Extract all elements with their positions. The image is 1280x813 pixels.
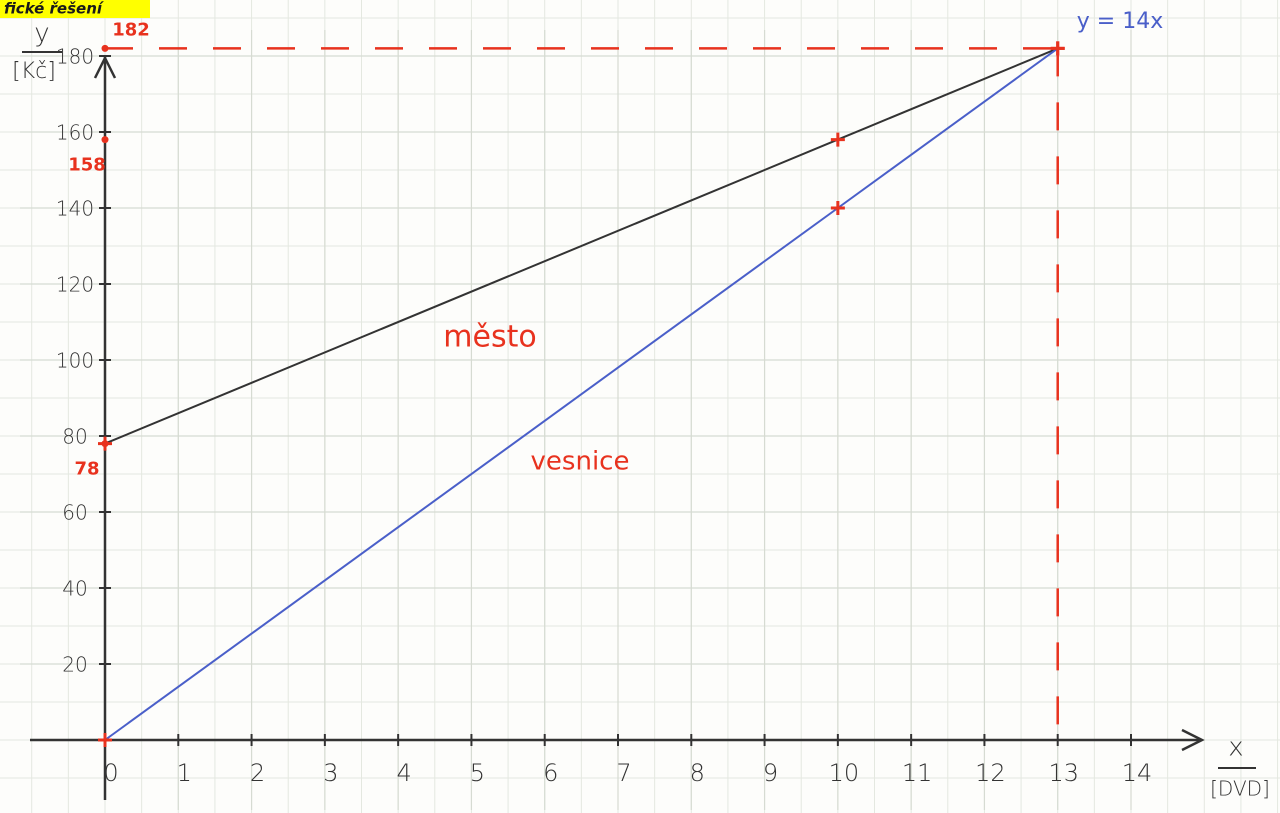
y-tick-label: 120 <box>56 273 94 297</box>
y-tick-label: 40 <box>62 577 87 601</box>
x-tick-label: 11 <box>902 759 933 787</box>
x-tick-label: 12 <box>975 759 1006 787</box>
y-tick-label: 100 <box>56 349 94 373</box>
equation-label: y = 14x <box>1077 9 1163 34</box>
y-mark-label: 78 <box>74 459 99 480</box>
chart-title: fické řešení <box>4 0 105 18</box>
x-tick-label: 6 <box>543 759 558 787</box>
x-tick-label: 9 <box>763 759 778 787</box>
x-tick-label: 10 <box>829 759 860 787</box>
y-tick-label: 80 <box>62 425 87 449</box>
y-tick-label: 180 <box>56 45 94 69</box>
x-tick-label: 3 <box>323 759 338 787</box>
y-tick-label: 20 <box>62 653 87 677</box>
x-tick-label: 4 <box>397 759 412 787</box>
x-axis-unit: [DVD] <box>1210 777 1270 801</box>
y-mark-label: 158 <box>68 155 106 176</box>
y-axis-unit: [Kč] <box>12 59 56 84</box>
series-label: město <box>443 320 536 355</box>
series-label: vesnice <box>531 447 630 477</box>
point-mark <box>831 133 845 147</box>
y-tick-label: 60 <box>62 501 87 525</box>
x-tick-label: 5 <box>470 759 485 787</box>
y-mark <box>102 440 109 447</box>
x-tick-label: 1 <box>177 759 192 787</box>
y-mark-label: 182 <box>112 19 150 40</box>
y-mark <box>102 45 109 52</box>
x-tick-label: 2 <box>250 759 265 787</box>
point-mark <box>98 733 112 747</box>
y-mark <box>102 136 109 143</box>
x-tick-label: 8 <box>690 759 705 787</box>
x-tick-label: 7 <box>616 759 631 787</box>
x-tick-label: 13 <box>1048 759 1079 787</box>
y-axis-label: y <box>34 19 49 49</box>
y-tick-label: 140 <box>56 197 94 221</box>
y-tick-label: 160 <box>56 121 94 145</box>
chart: fické řešení y [Kč] x [DVD] 20 40 60 80 100 1… <box>0 0 1280 813</box>
x-axis-label: x <box>1228 733 1243 763</box>
x-tick-label: 14 <box>1122 759 1153 787</box>
point-mark <box>1051 41 1065 55</box>
point-mark <box>831 201 845 215</box>
